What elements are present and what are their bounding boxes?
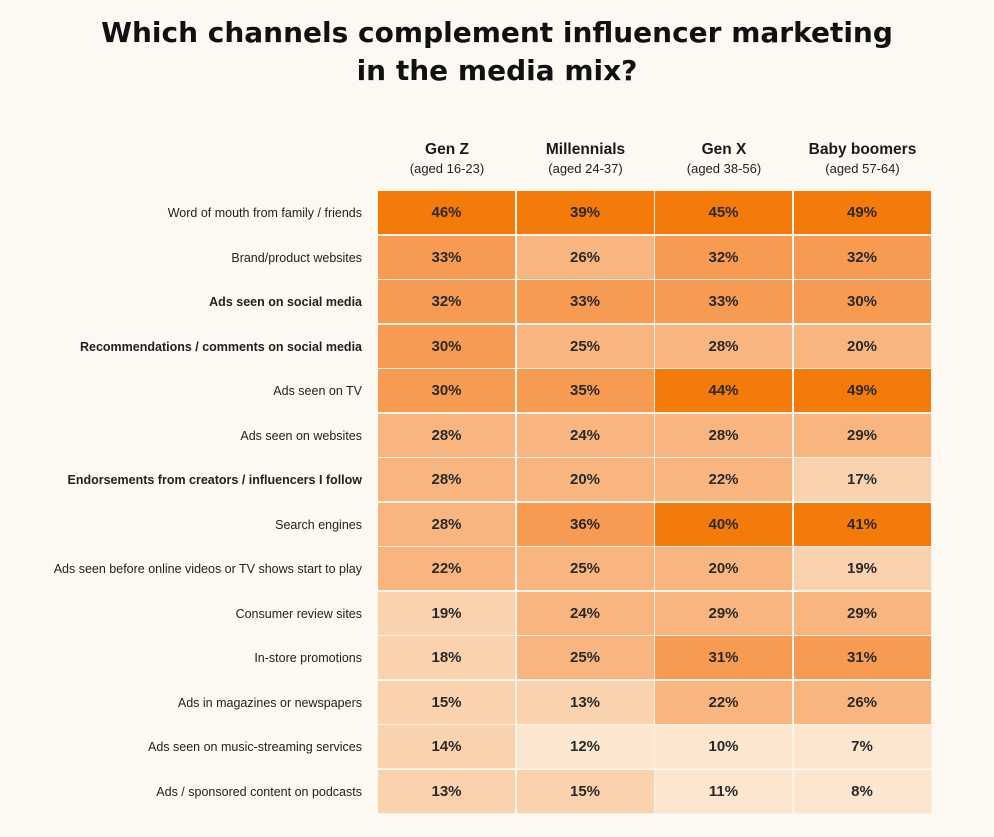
heatmap-cell: 49% [793,369,932,413]
row-label: Ads seen on music-streaming services [148,740,362,754]
heatmap-cell: 29% [793,591,932,636]
heatmap-cell: 45% [655,191,793,235]
heatmap-cell: 20% [516,458,655,502]
row-label: Ads seen before online videos or TV show… [53,562,362,576]
heatmap-cell: 32% [378,280,516,324]
heatmap-cell: 26% [793,680,932,725]
heatmap-cell: 40% [655,502,793,547]
heatmap-cell: 22% [378,547,516,591]
heatmap-cell: 17% [793,458,932,502]
row-label: Brand/product websites [231,250,362,265]
heatmap-cell: 26% [516,235,655,280]
row-label: Ads seen on TV [273,384,362,398]
heatmap-cell: 41% [793,502,932,547]
heatmap-cell: 28% [378,502,516,547]
column-header-name: Baby boomers [808,141,917,158]
heatmap-cell: 31% [793,636,932,680]
heatmap-cell: 7% [793,725,932,769]
column-header-name: Gen Z [425,141,469,158]
heatmap-cell: 11% [655,769,793,814]
heatmap-cell: 36% [516,502,655,547]
row-label: Ads / sponsored content on podcasts [156,784,362,799]
column-header-name: Millennials [545,141,626,158]
heatmap-cell: 15% [516,769,655,814]
row-label: Ads seen on websites [240,428,362,443]
column-header-age: (aged 38-56) [686,161,762,176]
heatmap-cell: 29% [793,413,932,458]
heatmap-cell: 31% [655,636,793,680]
chart-title-line-1: Which channels complement influencer mar… [101,16,893,49]
heatmap-cell: 10% [655,725,793,769]
heatmap-cell: 18% [378,636,516,680]
heatmap-cell: 12% [516,725,655,769]
heatmap-cell: 15% [378,680,516,725]
heatmap-cell: 28% [378,413,516,458]
column-header: Baby boomers (aged 57-64) [794,140,932,178]
row-label: Endorsements from creators / influencers… [67,473,362,487]
column-header-age: (aged 57-64) [825,161,900,176]
heatmap-cell: 30% [793,280,932,324]
column-header-age: (aged 24-37) [548,161,623,176]
column-header: Millennials (aged 24-37) [517,140,655,178]
row-label: Ads in magazines or newspapers [177,695,362,710]
heatmap-cell: 33% [516,280,655,324]
column-header-age: (aged 16-23) [409,161,485,176]
heatmap-cell: 35% [516,369,655,413]
column-header: Gen Z (aged 16-23) [378,140,516,178]
heatmap-cell: 28% [378,458,516,502]
row-label: Search engines [275,517,362,532]
heatmap-cell: 39% [516,191,655,235]
heatmap-cell: 32% [793,235,932,280]
row-label: In-store promotions [254,651,362,665]
heatmap-cell: 25% [516,636,655,680]
heatmap-cell: 28% [655,413,793,458]
chart-title-line-2: in the media mix? [356,54,638,87]
heatmap-cell: 32% [655,235,793,280]
heatmap-cell: 33% [655,280,793,324]
row-label: Recommendations / comments on social med… [79,339,362,354]
heatmap-cell: 20% [655,547,793,591]
row-label: Consumer review sites [235,606,362,621]
heatmap-cell: 14% [378,725,516,769]
heatmap-cell: 8% [793,769,932,814]
column-header: Gen X (aged 38-56) [655,140,793,178]
heatmap-cell: 19% [793,547,932,591]
heatmap-cell: 20% [793,324,932,369]
heatmap-cell: 24% [516,591,655,636]
chart-title: Which channels complement influencer mar… [0,14,994,90]
heatmap-cell: 49% [793,191,932,235]
heatmap-cell: 22% [655,680,793,725]
heatmap-cell: 28% [655,324,793,369]
row-label: Ads seen on social media [209,295,362,309]
heatmap-cell: 25% [516,547,655,591]
heatmap-cell: 46% [378,191,516,235]
heatmap-cell: 30% [378,369,516,413]
column-header-name: Gen X [701,141,747,158]
heatmap-cell: 25% [516,324,655,369]
heatmap-cell: 30% [378,324,516,369]
heatmap-cell: 44% [655,369,793,413]
heatmap-cell: 13% [516,680,655,725]
heatmap-cell: 19% [378,591,516,636]
row-label: Word of mouth from family / friends [167,206,362,220]
heatmap-cell: 24% [516,413,655,458]
heatmap-cell: 29% [655,591,793,636]
heatmap-cell: 13% [378,769,516,814]
heatmap-cell: 33% [378,235,516,280]
heatmap-cell: 22% [655,458,793,502]
